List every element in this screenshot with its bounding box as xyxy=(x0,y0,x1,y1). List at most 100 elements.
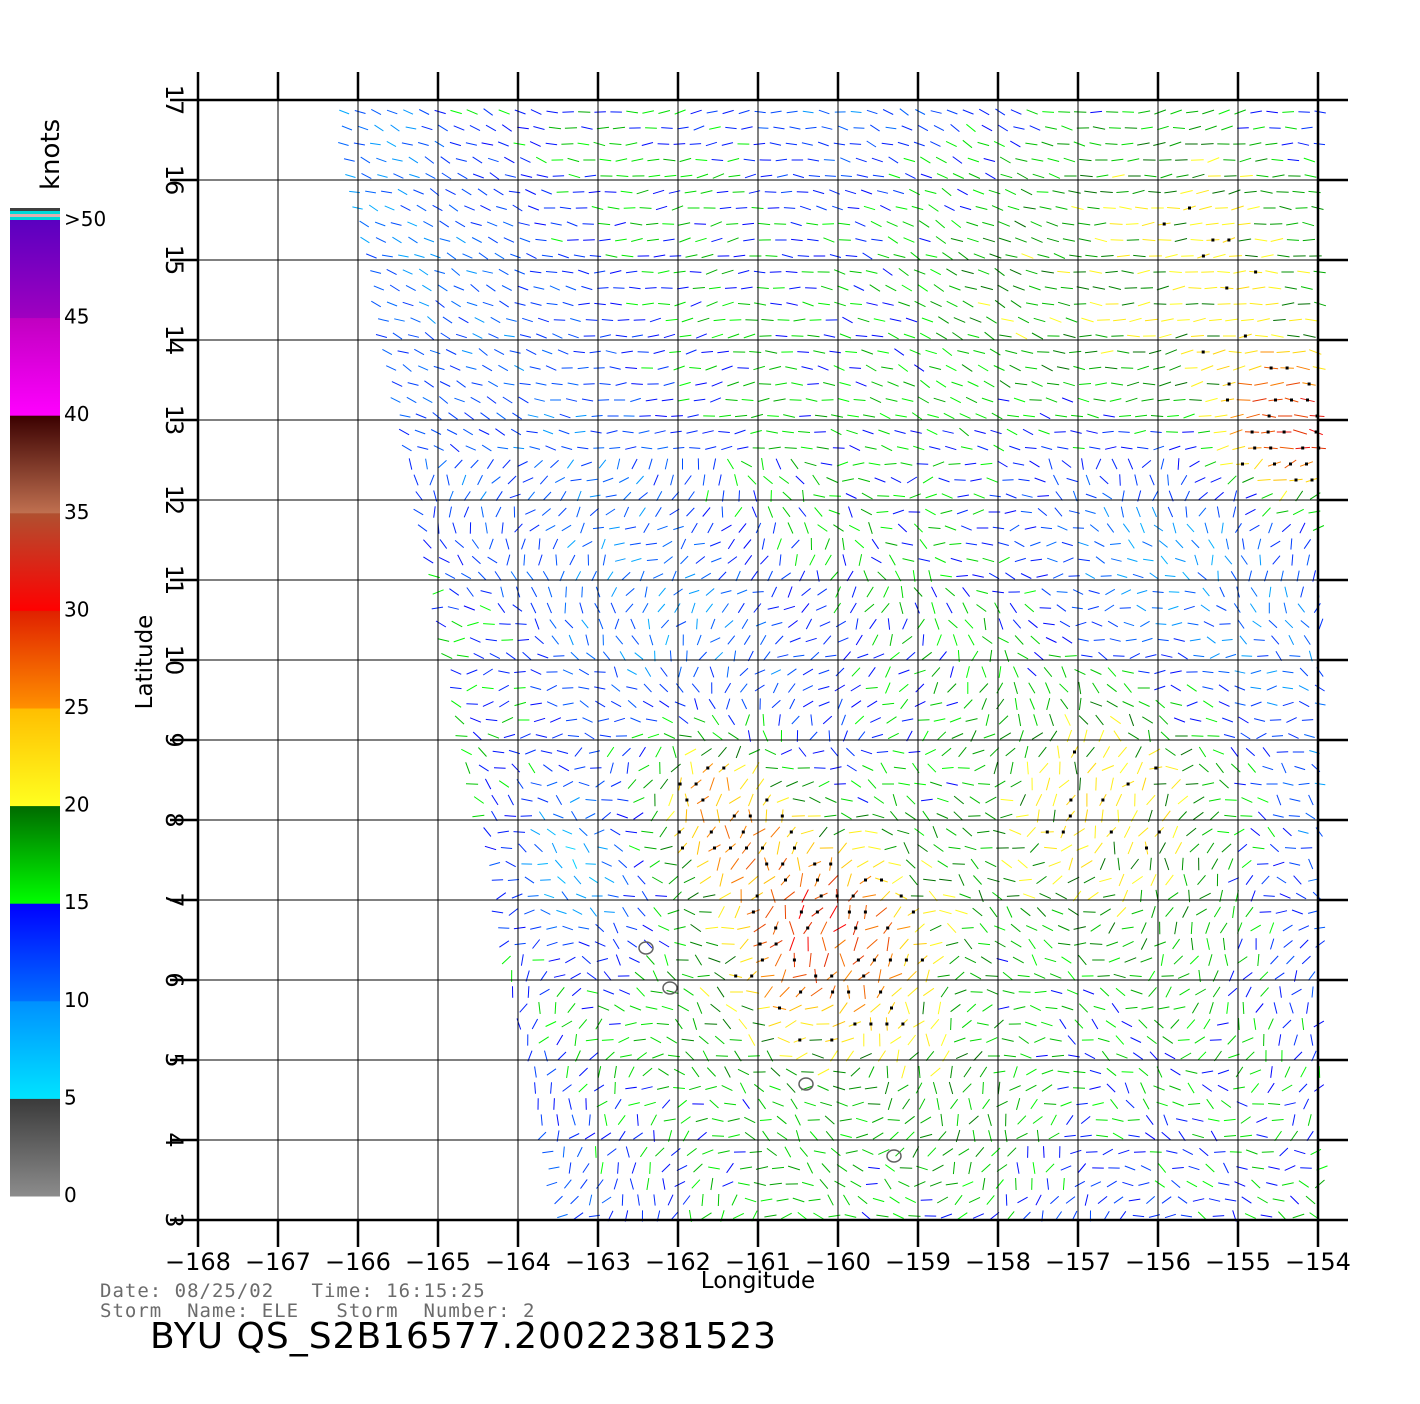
wind-vector xyxy=(466,704,478,705)
wind-vector xyxy=(1240,636,1247,644)
wind-vector xyxy=(803,111,814,113)
wind-vector xyxy=(1209,954,1212,966)
wind-vector xyxy=(1272,636,1279,645)
wind-vector xyxy=(546,927,557,929)
wind-vector xyxy=(737,590,747,594)
wind-vector xyxy=(1218,1183,1229,1185)
wind-vector xyxy=(515,303,526,306)
wind-vector xyxy=(961,447,973,450)
wind-vector xyxy=(665,175,677,176)
wind-vector xyxy=(1270,844,1278,852)
wind-vector xyxy=(994,366,1005,371)
wind-vector xyxy=(1242,656,1253,657)
wind-vector xyxy=(408,335,419,338)
wind-vector xyxy=(1020,1054,1031,1058)
wind-vector xyxy=(1038,255,1050,258)
wind-vector xyxy=(697,619,698,630)
wind-vector xyxy=(423,540,431,549)
wind-vector xyxy=(670,431,681,433)
y-axis-title: Latitude xyxy=(132,615,158,710)
wind-vector xyxy=(1156,624,1167,625)
wind-vector xyxy=(840,1119,852,1121)
wind-vector xyxy=(1021,351,1033,354)
wind-vector xyxy=(583,718,593,723)
wind-vector xyxy=(1100,192,1113,193)
wind-vector xyxy=(741,461,752,467)
wind-vector xyxy=(1074,304,1086,305)
wind-vector xyxy=(1042,589,1051,596)
wind-vector xyxy=(1026,303,1038,305)
wind-vector xyxy=(1062,398,1073,402)
wind-vector xyxy=(876,1215,888,1217)
wind-vector xyxy=(1022,254,1034,259)
wind-vector xyxy=(1009,830,1021,835)
wind-vector xyxy=(1047,698,1050,710)
wind-vector xyxy=(1254,719,1265,722)
wind-vector xyxy=(1116,192,1128,193)
wind-vector xyxy=(459,317,469,323)
colorbar-tick-label: 10 xyxy=(64,988,89,1012)
wind-vector xyxy=(578,143,590,145)
wind-vector xyxy=(744,540,751,549)
wind-vector xyxy=(770,272,782,273)
wind-vector xyxy=(680,382,691,385)
wind-vector xyxy=(999,666,1001,678)
wind-vector xyxy=(1268,1104,1280,1105)
wind-vector xyxy=(1041,527,1052,528)
wind-vector xyxy=(666,635,669,645)
wind-vector xyxy=(1100,858,1105,870)
wind-vector xyxy=(861,750,872,754)
wind-vector xyxy=(583,1163,589,1172)
wind-vector xyxy=(1184,414,1195,418)
wind-vector xyxy=(807,842,814,853)
wind-vector xyxy=(694,399,706,401)
wind-vector xyxy=(982,667,986,678)
wind-vector xyxy=(1138,111,1150,113)
wind-vector xyxy=(440,239,451,242)
wind-vector xyxy=(735,906,740,918)
wind-vector xyxy=(736,208,747,209)
wind-vector xyxy=(679,735,691,737)
wind-vector xyxy=(1001,799,1014,800)
wind-vector xyxy=(1277,511,1289,513)
wind-vector xyxy=(645,288,657,289)
wind-vector xyxy=(620,1055,632,1057)
wind-vector xyxy=(492,811,498,821)
wind-vector xyxy=(1094,542,1104,547)
wind-vector xyxy=(586,653,595,659)
wind-vector xyxy=(1008,206,1019,209)
wind-vector xyxy=(457,655,469,657)
wind-vector xyxy=(710,1100,719,1108)
wind-vector xyxy=(1060,684,1069,692)
wind-vector xyxy=(688,893,699,900)
wind-vector xyxy=(732,1195,737,1206)
wind-vector xyxy=(766,906,774,918)
wind-vector xyxy=(731,858,739,869)
wind-vector xyxy=(534,287,545,289)
wind-vector xyxy=(465,413,474,420)
wind-vector xyxy=(1089,367,1101,368)
wind-vector xyxy=(1163,1037,1173,1044)
wind-vector xyxy=(482,271,493,273)
wind-vector xyxy=(1078,542,1088,545)
wind-vector xyxy=(628,779,636,788)
wind-vector xyxy=(866,1184,878,1185)
wind-vector xyxy=(1142,399,1154,401)
wind-vector xyxy=(1273,815,1284,817)
wind-vector xyxy=(1025,448,1037,449)
wind-vector xyxy=(1178,974,1189,979)
wind-vector xyxy=(860,1053,872,1058)
wind-vector xyxy=(557,987,564,996)
wind-vector xyxy=(1103,1149,1113,1155)
wind-vector xyxy=(1267,671,1277,673)
wind-vector xyxy=(722,270,734,274)
wind-vector xyxy=(643,603,648,613)
wind-vector xyxy=(969,174,980,179)
wind-vector xyxy=(798,1212,807,1219)
wind-vector xyxy=(727,777,729,790)
wind-vector xyxy=(614,543,625,545)
wind-vector xyxy=(1181,256,1194,257)
wind-vector xyxy=(645,587,647,598)
wind-vector xyxy=(593,448,604,449)
wind-vector xyxy=(624,492,631,500)
